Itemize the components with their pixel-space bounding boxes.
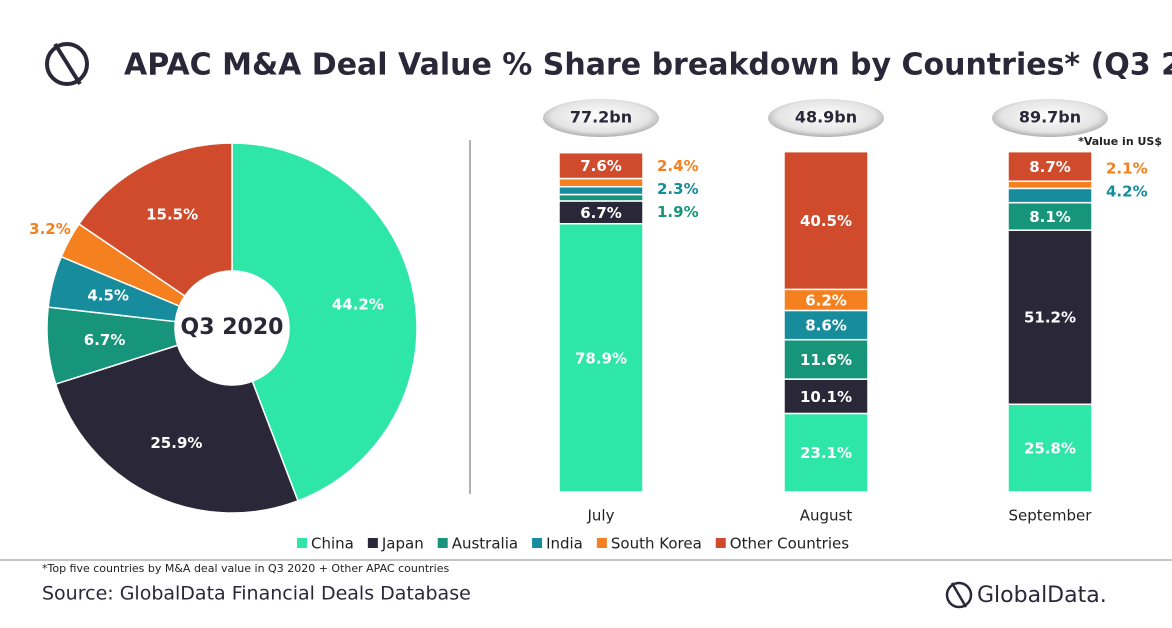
bar-label: 7.6% xyxy=(580,157,622,175)
total-label: 48.9bn xyxy=(795,108,857,127)
total-bubble xyxy=(992,99,1108,137)
bar-segment xyxy=(558,222,644,493)
donut-slice xyxy=(54,344,299,514)
bar-label-outside: 4.2% xyxy=(1106,183,1148,201)
brand: GlobalData. xyxy=(977,583,1107,608)
bar-label-outside: 2.3% xyxy=(657,180,699,198)
legend-swatch xyxy=(596,538,607,548)
legend-swatch xyxy=(367,538,378,548)
bar-segment xyxy=(558,177,644,188)
x-tick-label: July xyxy=(587,507,615,525)
slice-label: 6.7% xyxy=(84,331,126,349)
donut-slice xyxy=(77,142,233,298)
total-bubble xyxy=(768,99,884,137)
legend-swatch xyxy=(437,538,448,548)
legend-label: China xyxy=(311,535,354,553)
legend-label: Other Countries xyxy=(730,535,849,553)
page-title: APAC M&A Deal Value % Share breakdown by… xyxy=(124,48,1172,83)
bar-segment xyxy=(1007,187,1093,204)
legend-label: Japan xyxy=(381,535,424,553)
legend-swatch xyxy=(297,538,307,548)
value-note: *Value in US$ xyxy=(1078,135,1162,148)
bar-segment xyxy=(783,150,869,291)
slice-label: 44.2% xyxy=(332,295,384,313)
bar-label-outside: 1.9% xyxy=(657,203,699,221)
brand-logo xyxy=(945,581,973,609)
bar-label: 11.6% xyxy=(800,351,852,369)
total-label: 89.7bn xyxy=(1019,108,1081,127)
donut-slice xyxy=(231,142,418,502)
bar-label: 23.1% xyxy=(800,444,852,462)
bar-segment xyxy=(558,193,644,202)
bar-segment xyxy=(558,185,644,196)
bar-segment xyxy=(783,378,869,415)
bar-label: 51.2% xyxy=(1024,309,1076,327)
slice-label: 4.5% xyxy=(87,286,129,304)
slice-label: 25.9% xyxy=(150,434,202,452)
bar-segment xyxy=(1007,150,1093,182)
bar-label: 8.7% xyxy=(1029,158,1071,176)
footnote: *Top five countries by M&A deal value in… xyxy=(42,562,449,575)
bar-label-outside: 2.1% xyxy=(1106,160,1148,178)
bar-label-outside: 2.4% xyxy=(657,157,699,175)
bar-segment xyxy=(783,412,869,493)
logo xyxy=(45,42,89,86)
bar-segment xyxy=(1007,403,1093,493)
x-tick-label: September xyxy=(1009,507,1093,525)
total-bubble xyxy=(543,99,659,137)
slice-label: 15.5% xyxy=(146,205,198,223)
bar-label: 6.7% xyxy=(580,204,622,222)
bar-segment xyxy=(783,338,869,380)
bar-label: 40.5% xyxy=(800,212,852,230)
legend-label: Australia xyxy=(452,535,518,553)
donut-center-label: Q3 2020 xyxy=(181,315,284,340)
x-tick-label: August xyxy=(800,507,853,525)
bar-segment xyxy=(558,151,644,180)
bar-label: 25.8% xyxy=(1024,440,1076,458)
slice-label: 3.2% xyxy=(29,220,71,238)
bar-label: 6.2% xyxy=(805,291,847,309)
total-label: 77.2bn xyxy=(570,108,632,127)
bar-label: 10.1% xyxy=(800,388,852,406)
bar-segment xyxy=(1007,180,1093,190)
legend-swatch xyxy=(715,538,726,548)
bar-label: 8.6% xyxy=(805,317,847,335)
legend-label: South Korea xyxy=(611,535,702,553)
bar-label: 8.1% xyxy=(1029,208,1071,226)
bar-label: 78.9% xyxy=(575,349,627,367)
source: Source: GlobalData Financial Deals Datab… xyxy=(42,583,471,605)
legend-swatch xyxy=(532,538,543,548)
legend-label: India xyxy=(546,535,583,553)
